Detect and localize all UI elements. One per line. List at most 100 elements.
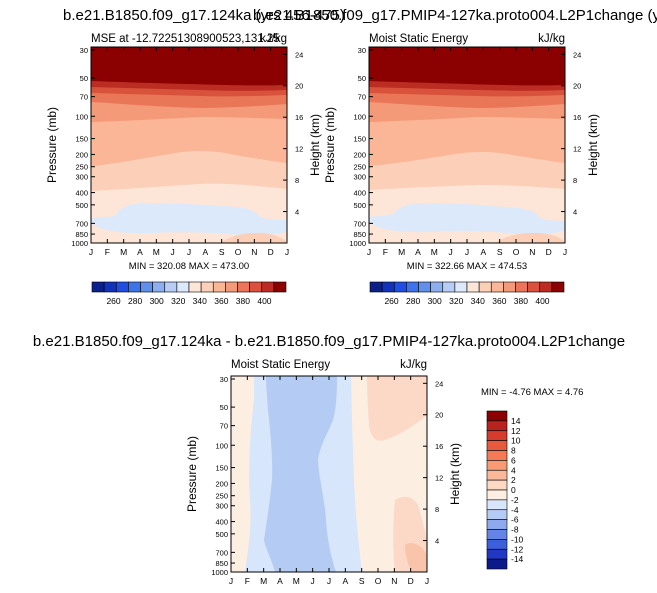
- panel-1-y2label: Height (km): [308, 114, 322, 176]
- y2-tick-label: 24: [295, 50, 303, 59]
- colorbar-label: -6: [511, 515, 519, 525]
- colorbar-label: 14: [511, 416, 521, 426]
- y-tick-label: 850: [75, 230, 88, 239]
- colorbar-label: 6: [511, 455, 516, 465]
- colorbar-swatch: [115, 281, 129, 293]
- y-tick-label: 70: [358, 93, 366, 102]
- panel-2-units-label: kJ/kg: [538, 33, 565, 45]
- colorbar-swatch: [486, 509, 508, 520]
- colorbar-label: 300: [428, 296, 442, 306]
- y-tick-label: 250: [353, 163, 366, 172]
- colorbar-label: 360: [214, 296, 228, 306]
- x-tick-label: M: [260, 576, 267, 586]
- x-tick-label: O: [513, 247, 520, 257]
- y-tick-label: 70: [220, 422, 228, 431]
- colorbar-swatch: [261, 281, 275, 293]
- panel-3: b.e21.B1850.f09_g17.124ka - b.e21.B1850.…: [33, 333, 625, 586]
- y-tick-label: 200: [353, 150, 366, 159]
- y2-tick-label: 24: [435, 379, 443, 388]
- panel-2-axes: J F M A M J J A S O N D J305070100150200250300400500…: [349, 46, 581, 257]
- colorbar-label: 320: [171, 296, 185, 306]
- panel-1-colorbar: 260 280 300 320 340 360 380 400: [91, 281, 287, 306]
- colorbar-label: 0: [511, 485, 516, 495]
- colorbar-swatch: [486, 539, 508, 550]
- colorbar-label: 12: [511, 426, 521, 436]
- y2-tick-label: 24: [573, 50, 581, 59]
- contour-320-340: [91, 202, 287, 236]
- y-tick-label: 50: [220, 403, 228, 412]
- colorbar-swatch: [486, 420, 508, 432]
- colorbar-swatch: [466, 281, 480, 293]
- x-tick-label: M: [398, 247, 405, 257]
- colorbar-swatch: [430, 281, 444, 293]
- x-tick-label: S: [497, 247, 503, 257]
- colorbar-swatch: [188, 281, 202, 293]
- colorbar-swatch: [128, 281, 141, 293]
- colorbar-swatch: [486, 499, 508, 511]
- colorbar-swatch: [273, 281, 287, 293]
- x-tick-label: J: [327, 576, 331, 586]
- colorbar-swatch: [486, 469, 508, 481]
- x-tick-label: A: [137, 247, 143, 257]
- panel-3-units-label: kJ/kg: [400, 359, 427, 371]
- colorbar-label: 360: [492, 296, 506, 306]
- y2-tick-label: 16: [435, 442, 443, 451]
- x-tick-label: J: [285, 247, 289, 257]
- x-tick-label: M: [153, 247, 160, 257]
- x-tick-label: M: [120, 247, 127, 257]
- y-tick-label: 30: [358, 46, 366, 55]
- x-tick-label: J: [465, 247, 469, 257]
- panel-3-title: b.e21.B1850.f09_g17.124ka - b.e21.B1850.…: [33, 333, 625, 350]
- y-tick-label: 100: [215, 441, 228, 450]
- y2-tick-label: 12: [573, 145, 581, 154]
- panel-1-minmax: MIN = 320.08 MAX = 473.00: [129, 261, 249, 272]
- panel-1-contours: [91, 47, 287, 243]
- y-tick-label: 30: [220, 375, 228, 384]
- colorbar-swatch: [527, 281, 541, 293]
- colorbar-label: 8: [511, 446, 516, 456]
- y-tick-label: 1000: [71, 239, 88, 248]
- y-tick-label: 1000: [349, 239, 366, 248]
- y-tick-label: 850: [353, 230, 366, 239]
- y-tick-label: 30: [80, 46, 88, 55]
- x-tick-label: F: [245, 576, 250, 586]
- y2-tick-label: 4: [435, 537, 439, 546]
- y-tick-label: 70: [80, 93, 88, 102]
- x-tick-label: J: [425, 576, 429, 586]
- panel-2-y2label: Height (km): [586, 114, 600, 176]
- y-tick-label: 150: [75, 135, 88, 144]
- x-tick-label: J: [187, 247, 191, 257]
- panel-2-ylabel: Pressure (mb): [323, 107, 337, 183]
- panel-3-contours: [231, 376, 427, 572]
- x-tick-label: M: [293, 576, 300, 586]
- y2-tick-label: 20: [295, 82, 303, 91]
- x-tick-label: O: [375, 576, 382, 586]
- colorbar-swatch: [249, 281, 263, 293]
- colorbar-label: -8: [511, 525, 519, 535]
- x-tick-label: J: [89, 247, 93, 257]
- x-tick-label: A: [415, 247, 421, 257]
- y-tick-label: 50: [358, 74, 366, 83]
- x-tick-label: S: [219, 247, 225, 257]
- colorbar-swatch: [503, 281, 516, 293]
- y2-tick-label: 20: [435, 411, 443, 420]
- x-tick-label: A: [342, 576, 348, 586]
- colorbar-swatch: [486, 479, 508, 491]
- y2-tick-label: 16: [295, 113, 303, 122]
- y2-tick-label: 8: [295, 176, 299, 185]
- colorbar-swatch: [393, 281, 407, 293]
- colorbar-label: 340: [193, 296, 207, 306]
- y-tick-label: 850: [215, 559, 228, 568]
- colorbar-swatch: [442, 281, 456, 293]
- x-tick-label: D: [268, 247, 274, 257]
- contour-2-4-upper: [367, 376, 427, 441]
- colorbar-swatch: [486, 519, 508, 530]
- colorbar-swatch: [418, 281, 431, 293]
- panel-2-title: b.e21.B1850.f09_g17.PMIP4-127ka.proto004…: [253, 7, 657, 24]
- colorbar-label: 300: [150, 296, 164, 306]
- colorbar-label: 400: [257, 296, 271, 306]
- contour-320-340: [369, 202, 565, 235]
- colorbar-swatch: [486, 440, 508, 451]
- colorbar-label: -4: [511, 505, 519, 515]
